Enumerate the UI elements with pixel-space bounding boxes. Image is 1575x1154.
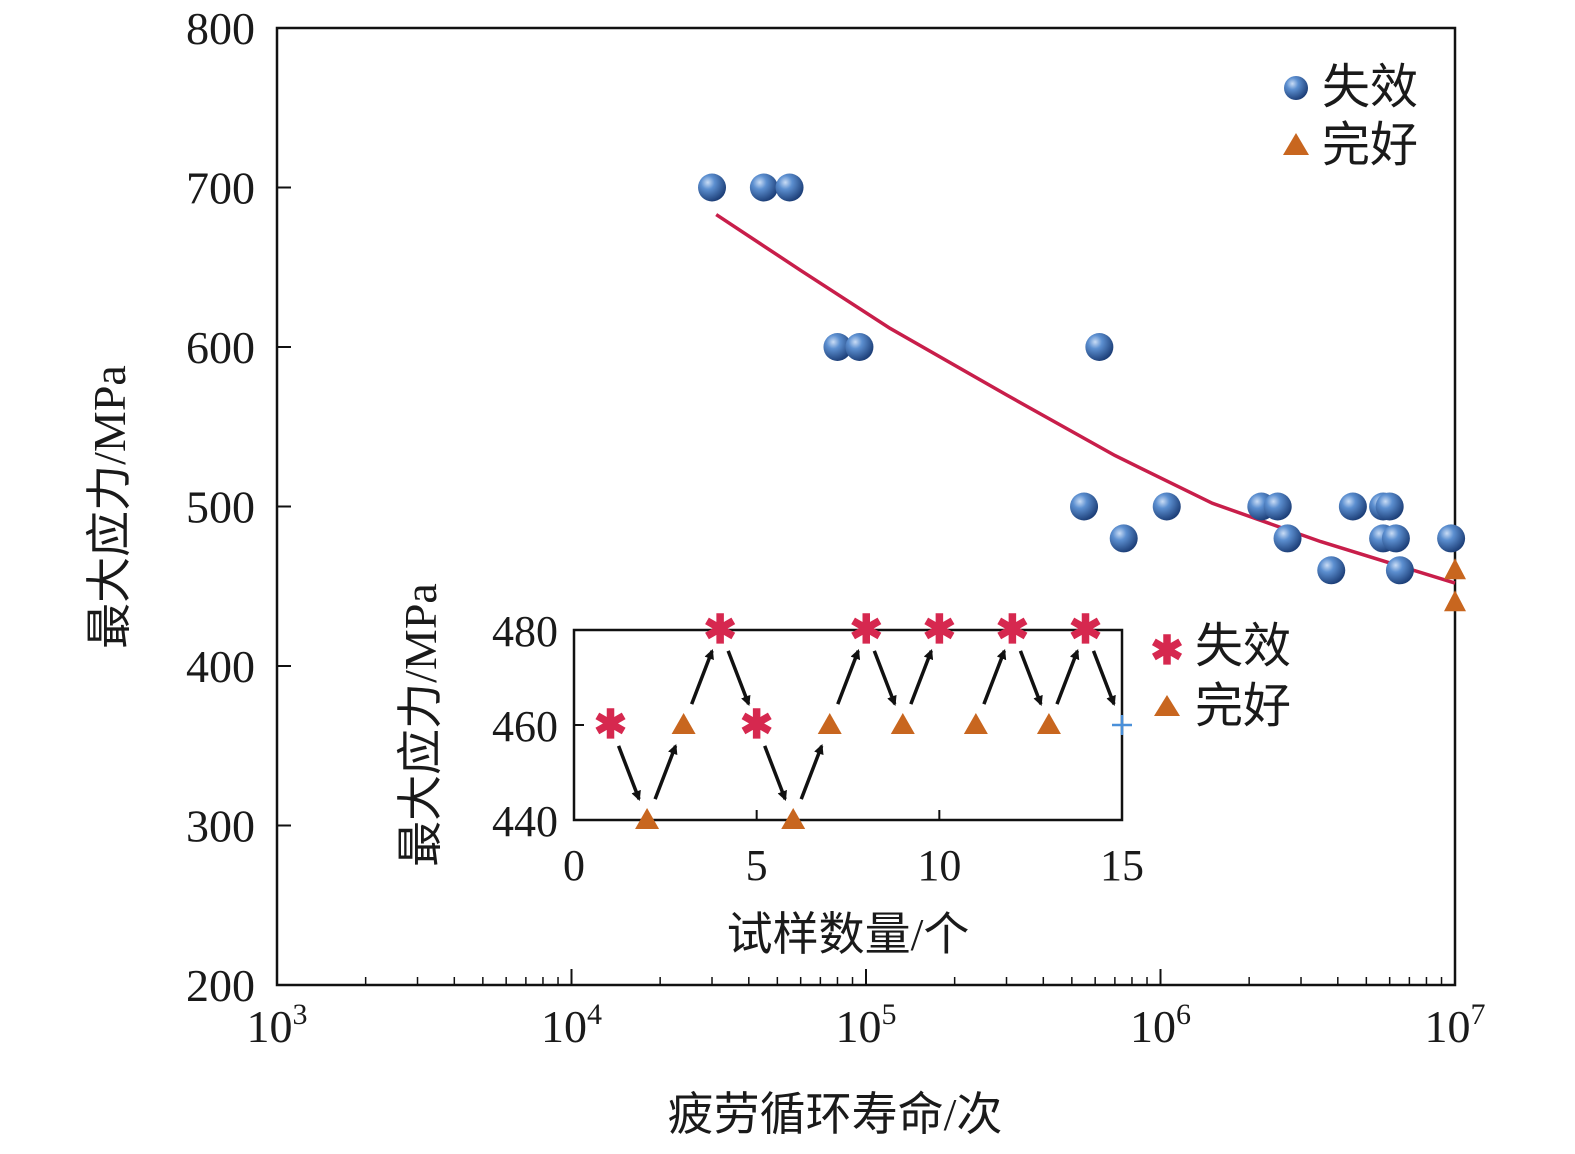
fit-line [715,213,1456,585]
intact-point [1444,558,1466,580]
inset-failure-point: ✱ [740,702,774,747]
failure-point [1338,492,1367,521]
main-x-axis: 103 104 105 106 107 [247,969,1486,1052]
main-legend: 失效 完好 [1283,61,1418,172]
main-legend-failure-marker [1284,76,1308,100]
sequence-arrow [653,744,678,800]
failure-point [698,173,727,202]
main-y-tick-label: 200 [186,960,255,1011]
inset-legend-failure-marker: ✱ [1150,628,1184,673]
main-legend-intact-marker [1283,133,1309,155]
failure-point [1273,524,1302,553]
inset-failure-point: ✱ [996,607,1030,652]
sequence-arrow [836,649,861,705]
inset-legend-intact-marker [1154,695,1180,716]
inset-x-tick-label: 10 [917,841,961,890]
sequence-arrow [1091,650,1116,706]
failure-point [845,333,874,361]
inset-intact-point [817,713,842,734]
sequence-arrow [909,649,934,705]
main-y-tick-label: 300 [186,801,255,852]
sequence-arrow [799,744,824,800]
main-y-axis: 200 300 400 500 600 700 800 [186,3,291,1011]
inset-intact-point [781,808,806,829]
failure-point [1385,556,1414,585]
inset-chart: 440 460 480 0 5 10 15 ✱ ✱ ✱ ✱ ✱ ✱ ✱ 试样数量/个 最大应力/MPa… [395,583,1291,960]
sequence-arrow [1018,650,1043,706]
main-x-tick-label: 105 [836,998,897,1052]
main-y-tick-label: 500 [186,482,255,533]
main-y-tick-label: 600 [186,322,255,373]
inset-data-points: ✱ ✱ ✱ ✱ ✱ ✱ ✱ [594,607,1132,829]
inset-y-tick-label: 440 [492,797,558,846]
main-x-tick-label: 107 [1425,998,1486,1052]
failure-point [1381,524,1410,553]
inset-intact-point [1036,713,1061,734]
inset-y-axis: 440 460 480 [492,607,584,846]
failure-point [775,173,804,202]
main-legend-failure-label: 失效 [1322,61,1418,114]
sequence-arrow [726,650,751,706]
sequence-arrow [982,649,1007,705]
inset-failure-point: ✱ [594,702,628,747]
inset-failure-point: ✱ [703,607,737,652]
inset-x-tick-label: 15 [1100,841,1144,890]
inset-failure-point: ✱ [923,607,957,652]
inset-x-axis-label: 试样数量/个 [727,909,970,960]
inset-arrows [616,649,1116,801]
inset-x-axis: 0 5 10 15 [563,810,1144,890]
failure-point [1109,524,1138,553]
main-x-tick-label: 103 [247,998,308,1052]
failure-point [1070,492,1099,521]
intact-point [1444,590,1466,612]
main-x-tick-label: 104 [541,998,602,1052]
inset-legend-intact-label: 完好 [1195,680,1291,733]
inset-legend-failure-label: 失效 [1195,620,1291,673]
main-x-axis-label: 疲劳循环寿命/次 [668,1089,1003,1140]
failure-point [1152,492,1181,521]
inset-x-tick-label: 5 [746,841,768,890]
inset-intact-point [963,713,988,734]
failure-point [1085,333,1114,361]
inset-intact-point [635,808,660,829]
sequence-arrow [1055,649,1080,705]
inset-failure-point: ✱ [1069,607,1103,652]
inset-y-tick-label: 460 [492,702,558,751]
sequence-arrow [763,745,787,801]
failure-point [1317,556,1346,585]
failure-point [749,173,778,202]
main-y-axis-label: 最大应力/MPa [84,365,135,649]
sequence-arrow [872,650,897,706]
sequence-arrow [690,649,714,705]
main-legend-intact-label: 完好 [1322,119,1418,172]
inset-intact-point [890,713,915,734]
inset-x-tick-label: 0 [563,841,585,890]
main-x-tick-label: 106 [1130,998,1191,1052]
inset-intact-point [671,713,696,734]
failure-point [1375,492,1404,521]
inset-y-tick-label: 480 [492,607,558,656]
main-y-tick-label: 400 [186,641,255,692]
failure-point [1263,492,1292,521]
failure-point [823,333,852,361]
sequence-arrow [616,745,641,801]
main-y-tick-label: 700 [186,163,255,214]
inset-legend: ✱ 失效 完好 [1150,620,1291,733]
inset-failure-point: ✱ [850,607,884,652]
main-y-tick-label: 800 [186,3,255,54]
main-data-points [698,173,1466,612]
failure-point [1437,524,1466,553]
inset-y-axis-label: 最大应力/MPa [395,583,446,867]
